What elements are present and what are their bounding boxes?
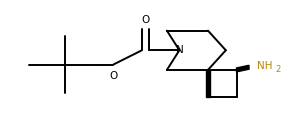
Text: O: O (141, 15, 150, 25)
Text: 2: 2 (275, 65, 280, 74)
Polygon shape (237, 65, 249, 72)
Text: NH: NH (257, 61, 273, 71)
Text: N: N (176, 45, 184, 55)
Text: O: O (109, 71, 118, 81)
Polygon shape (206, 70, 210, 97)
